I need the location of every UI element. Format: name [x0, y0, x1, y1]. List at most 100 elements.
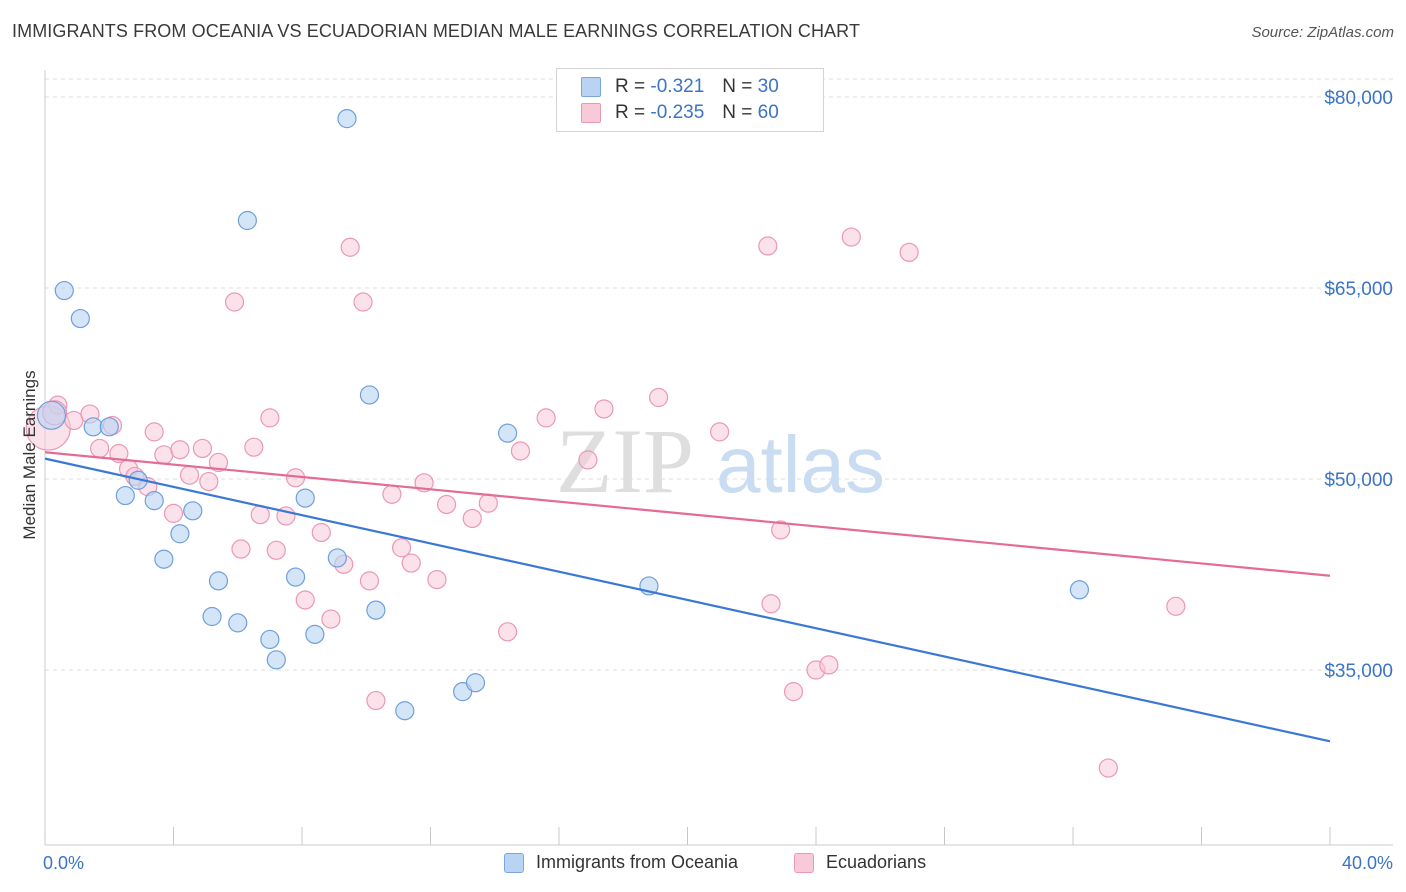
- legend-r-value: -0.321: [650, 76, 705, 97]
- ecuadorians-point: [260, 408, 280, 428]
- ecuadorians-point: [401, 553, 421, 573]
- ecuadorians-point: [761, 594, 781, 614]
- legend-row-oceania: R = -0.321 N = 30: [581, 75, 779, 99]
- watermark-atlas: atlas: [716, 420, 885, 509]
- legend-label-ecuadorians: Ecuadorians: [826, 852, 927, 872]
- ecuadorians-trend-line: [44, 451, 1331, 577]
- legend-n-value: 30: [757, 76, 779, 97]
- legend-r-value: -0.235: [650, 102, 705, 123]
- ecuadorians-point: [359, 571, 380, 591]
- y-axis-title: Median Male Earnings: [20, 370, 39, 539]
- oceania-point: [1069, 580, 1090, 600]
- oceania-swatch: [581, 77, 601, 97]
- legend-n-value: 60: [757, 102, 779, 123]
- ecuadorians-point: [353, 292, 373, 312]
- watermark: ZIP atlas: [556, 410, 885, 512]
- ecuadorians-point: [144, 422, 164, 442]
- legend-n-label: N =: [722, 76, 753, 97]
- oceania-point: [183, 501, 203, 521]
- grid-lines: [45, 78, 1393, 671]
- ecuadorians-point: [1166, 596, 1186, 616]
- ecuadorians-point: [321, 609, 341, 629]
- ecuadorians-point: [462, 508, 482, 529]
- oceania-point: [154, 549, 174, 569]
- ecuadorians-point: [64, 410, 84, 431]
- oceania-point: [266, 650, 286, 670]
- oceania-point: [337, 109, 357, 129]
- legend-label-oceania: Immigrants from Oceania: [536, 852, 739, 872]
- ecuadorians-point: [224, 292, 245, 312]
- ecuadorians-point: [594, 399, 614, 419]
- ecuadorians-point: [510, 441, 531, 461]
- legend-r-label: R =: [615, 102, 646, 123]
- ecuadorians-point: [841, 227, 861, 247]
- ecuadorians-point: [391, 538, 412, 558]
- oceania-point: [359, 385, 380, 405]
- ecuadorians-point: [436, 494, 457, 515]
- ecuadorians-point: [710, 422, 730, 442]
- ecuadorians-point: [199, 471, 219, 492]
- tick-labels: $35,000 $50,000 $65,000 $80,000 0.0% 40.0%: [43, 88, 1393, 873]
- oceania-point: [228, 613, 248, 633]
- ecuadorians-point: [208, 452, 229, 473]
- oceania-point: [70, 308, 90, 329]
- oceania-swatch: [504, 852, 524, 873]
- ecuadorians-point: [382, 484, 402, 504]
- chart-title: IMMIGRANTS FROM OCEANIA VS ECUADORIAN ME…: [12, 21, 861, 41]
- legend-row-ecuadorians: R = -0.235 N = 60: [581, 101, 779, 125]
- oceania-point: [83, 417, 103, 437]
- oceania-point: [395, 701, 415, 721]
- legend-item-ecuadorians: Ecuadorians: [794, 852, 926, 873]
- ecuadorians-point: [244, 437, 264, 457]
- oceania-point: [260, 629, 280, 650]
- ecuadorians-point: [231, 539, 251, 559]
- ecuadorians-point: [366, 690, 386, 711]
- oceania-point: [498, 423, 518, 443]
- watermark-zip: ZIP: [556, 410, 694, 512]
- x-tick-label: 0.0%: [43, 853, 84, 873]
- ecuadorians-point: [192, 438, 213, 459]
- oceania-point: [237, 210, 257, 231]
- ecuadorians-swatch: [794, 852, 814, 873]
- ecuadorians-point: [578, 450, 598, 470]
- ecuadorians-point: [266, 540, 286, 560]
- stats-legend: R = -0.321 N = 30 R = -0.235 N = 60: [556, 68, 824, 132]
- ecuadorians-point: [311, 522, 331, 543]
- ecuadorians-point: [340, 237, 360, 257]
- oceania-point: [99, 417, 119, 437]
- oceania-point: [366, 600, 386, 620]
- oceania-trend-line: [44, 457, 1331, 743]
- oceania-point: [115, 485, 135, 506]
- ecuadorians-swatch: [581, 103, 601, 123]
- oceania-point: [465, 673, 486, 693]
- ecuadorians-point: [783, 682, 804, 702]
- axes: [44, 70, 1393, 846]
- oceania-points: [36, 109, 1090, 721]
- ecuadorians-point: [1098, 758, 1118, 778]
- oceania-point: [305, 624, 325, 644]
- ecuadorians-point: [170, 440, 190, 460]
- legend-r-label: R =: [615, 76, 646, 97]
- ecuadorians-point: [427, 569, 447, 590]
- y-tick-label: $80,000: [1324, 88, 1393, 109]
- y-tick-label: $65,000: [1324, 279, 1393, 300]
- ecuadorians-point: [899, 242, 919, 262]
- ecuadorians-point: [758, 236, 778, 256]
- oceania-point: [54, 280, 74, 301]
- oceania-point: [202, 606, 222, 627]
- ecuadorians-point: [648, 387, 669, 408]
- y-tick-label: $50,000: [1324, 470, 1393, 491]
- x-tick-label: 40.0%: [1342, 853, 1393, 873]
- series-legend: Immigrants from Oceania Ecuadorians: [0, 852, 1406, 878]
- y-tick-label: $35,000: [1324, 661, 1393, 682]
- oceania-point: [144, 491, 164, 511]
- oceania-point: [36, 400, 67, 430]
- ecuadorians-point: [179, 465, 200, 485]
- oceania-point: [295, 488, 315, 508]
- oceania-point: [170, 524, 190, 544]
- legend-item-oceania: Immigrants from Oceania: [504, 852, 738, 873]
- ecuadorians-point: [771, 520, 791, 540]
- ecuadorians-point: [163, 503, 184, 523]
- ecuadorians-point: [90, 438, 110, 459]
